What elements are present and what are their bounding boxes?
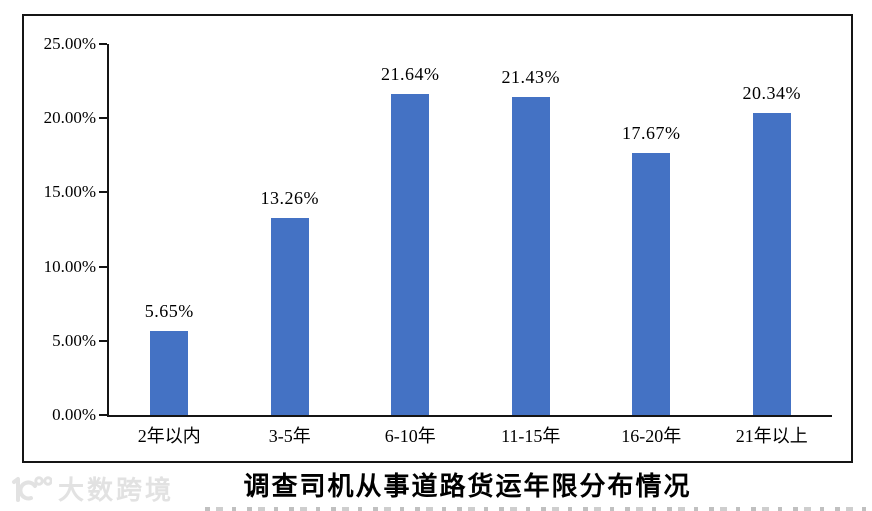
cutoff-text-artifact <box>205 507 866 511</box>
y-tick-mark <box>99 43 107 45</box>
bar-slot: 21.43% <box>471 44 592 415</box>
x-axis-category-labels: 2年以内 3-5年 6-10年 11-15年 16-20年 21年以上 <box>109 421 832 451</box>
bar-value-label: 20.34% <box>742 83 801 104</box>
plot-area: 5.65% 13.26% 21.64% 21.43% 17.67% 20.34% <box>99 43 833 417</box>
chart-title: 调查司机从事道路货运年限分布情况 <box>243 472 692 501</box>
x-category-label: 2年以内 <box>137 426 201 446</box>
y-axis-tick-labels: 25.00% 20.00% 15.00% 10.00% 5.00% 0.00% <box>24 34 96 424</box>
bar-slot: 21.64% <box>350 44 471 415</box>
y-tick-label: 5.00% <box>52 330 96 350</box>
x-category-label: 21年以上 <box>735 426 808 446</box>
10100-logo-icon <box>8 474 53 504</box>
x-category-label: 16-20年 <box>621 426 682 446</box>
bar-slot: 20.34% <box>712 44 833 415</box>
y-tick-label: 0.00% <box>52 405 96 424</box>
bar-16-20年 <box>632 152 671 415</box>
bar-value-label: 21.43% <box>501 66 560 87</box>
y-tick-label: 10.00% <box>43 256 96 276</box>
bar-slot: 13.26% <box>230 44 351 415</box>
bar-6-10年 <box>391 93 430 415</box>
bar-value-label: 21.64% <box>381 63 440 84</box>
x-category-label: 11-15年 <box>501 426 561 446</box>
y-tick-mark <box>99 265 107 268</box>
x-category-label: 6-10年 <box>384 426 436 446</box>
bar-21年以上 <box>752 113 791 415</box>
bar-value-label: 13.26% <box>260 188 319 209</box>
bar-slot: 17.67% <box>591 44 712 415</box>
bar-value-label: 17.67% <box>622 122 681 143</box>
y-tick-label: 15.00% <box>43 182 96 202</box>
y-tick-mark <box>99 414 107 416</box>
bar-11-15年 <box>511 96 550 415</box>
bar-3-5年 <box>270 218 309 415</box>
bar-slot: 5.65% <box>109 44 230 415</box>
x-category-label: 3-5年 <box>268 426 311 446</box>
y-tick-label: 25.00% <box>43 34 96 53</box>
bar-value-label: 5.65% <box>144 301 194 322</box>
y-tick-mark <box>99 191 107 194</box>
chart-frame: 25.00% 20.00% 15.00% 10.00% 5.00% 0.00% 5.65%… <box>22 14 853 463</box>
bar-2年以内 <box>150 331 189 415</box>
y-tick-mark <box>99 117 107 120</box>
y-tick-label: 20.00% <box>43 108 96 128</box>
y-tick-mark <box>99 339 107 342</box>
